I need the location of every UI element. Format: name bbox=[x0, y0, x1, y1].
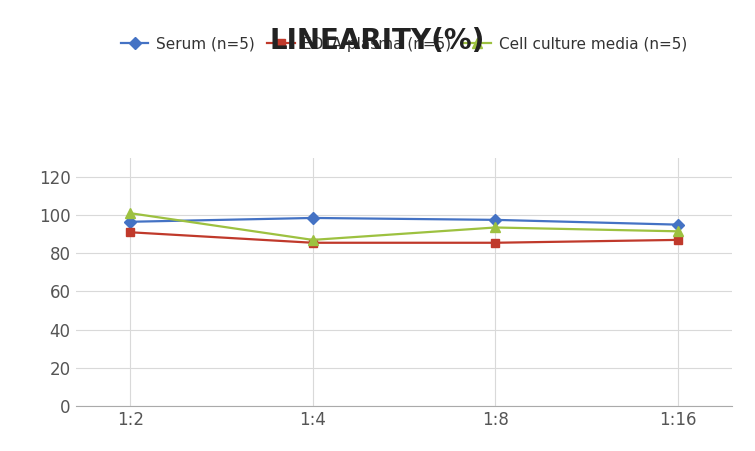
Line: EDTA plasma (n=5): EDTA plasma (n=5) bbox=[126, 228, 682, 247]
Cell culture media (n=5) bbox=[673, 229, 683, 234]
EDTA plasma (n=5) bbox=[491, 240, 500, 245]
Cell culture media (n=5) bbox=[491, 225, 500, 230]
Cell culture media (n=5) bbox=[308, 237, 317, 243]
Serum (n=5) bbox=[125, 219, 135, 225]
EDTA plasma (n=5) bbox=[125, 230, 135, 235]
Serum (n=5) bbox=[673, 222, 683, 227]
Line: Serum (n=5): Serum (n=5) bbox=[126, 214, 682, 229]
Serum (n=5) bbox=[491, 217, 500, 222]
Text: LINEARITY(%): LINEARITY(%) bbox=[270, 27, 485, 55]
Serum (n=5) bbox=[308, 215, 317, 221]
Line: Cell culture media (n=5): Cell culture media (n=5) bbox=[125, 208, 683, 245]
Cell culture media (n=5) bbox=[125, 211, 135, 216]
EDTA plasma (n=5) bbox=[673, 237, 683, 243]
EDTA plasma (n=5) bbox=[308, 240, 317, 245]
Legend: Serum (n=5), EDTA plasma (n=5), Cell culture media (n=5): Serum (n=5), EDTA plasma (n=5), Cell cul… bbox=[121, 37, 687, 51]
